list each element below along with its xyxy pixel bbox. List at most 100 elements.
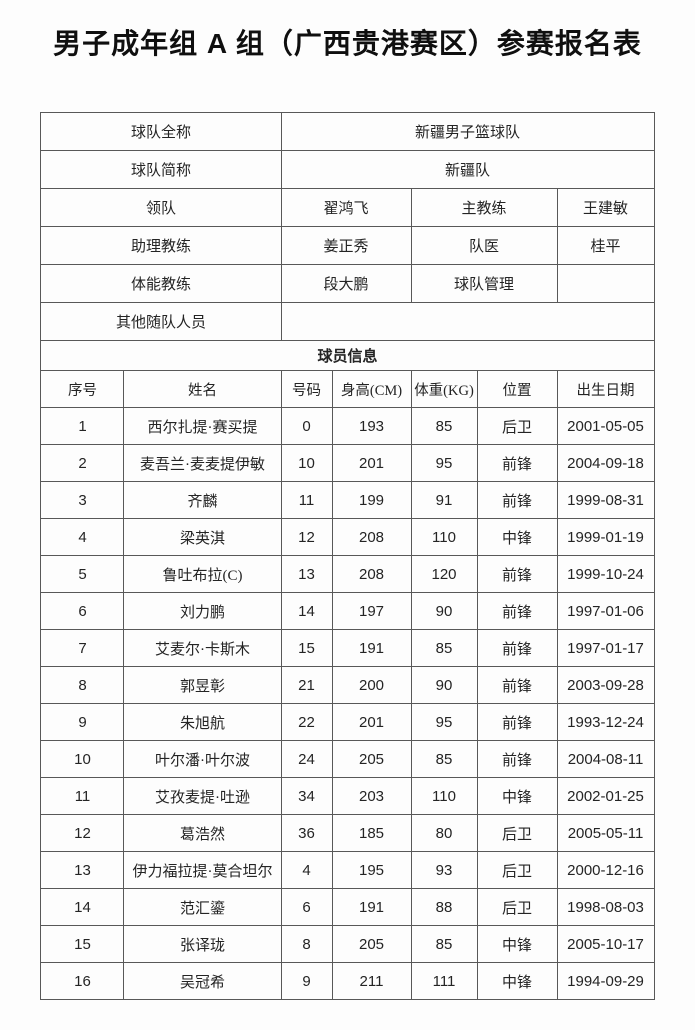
table-cell: 10 [40, 740, 125, 778]
section-title: 球员信息 [40, 340, 655, 371]
table-cell: 34 [280, 777, 333, 815]
table-cell: 191 [331, 629, 412, 667]
table-cell: 12 [40, 814, 125, 852]
info-value-cell: 新疆队 [280, 150, 655, 189]
table-cell: 22 [280, 703, 333, 741]
table-cell: 111 [410, 962, 478, 1000]
info-value-cell: 段大鹏 [280, 264, 412, 303]
table-cell: 85 [410, 925, 478, 963]
table-cell: 85 [410, 740, 478, 778]
table-cell: 郭昱彰 [123, 666, 282, 704]
table-cell: 2002-01-25 [556, 777, 655, 815]
table-cell: 193 [331, 407, 412, 445]
table-cell: 1998-08-03 [556, 888, 655, 926]
table-cell: 齐麟 [123, 481, 282, 519]
table-cell: 朱旭航 [123, 703, 282, 741]
table-cell: 14 [40, 888, 125, 926]
table-row: 16 吴冠希 9 211 111 中锋 1994-09-29 [40, 962, 655, 1000]
table-cell: 中锋 [476, 518, 558, 556]
table-cell: 7 [40, 629, 125, 667]
table-cell: 93 [410, 851, 478, 889]
table-cell: 6 [280, 888, 333, 926]
table-row: 3 齐麟 11 199 91 前锋 1999-08-31 [40, 481, 655, 519]
info-label-cell: 其他随队人员 [40, 302, 282, 341]
table-cell: 2005-10-17 [556, 925, 655, 963]
table-cell: 120 [410, 555, 478, 593]
column-header: 出生日期 [556, 370, 655, 408]
table-cell: 梁英淇 [123, 518, 282, 556]
table-row: 15 张译珑 8 205 85 中锋 2005-10-17 [40, 925, 655, 963]
table-cell: 前锋 [476, 592, 558, 630]
info-value-cell: 桂平 [556, 226, 655, 265]
table-cell: 吴冠希 [123, 962, 282, 1000]
table-row: 13 伊力福拉提·莫合坦尔 4 195 93 后卫 2000-12-16 [40, 851, 655, 889]
table-cell: 4 [280, 851, 333, 889]
table-cell: 11 [40, 777, 125, 815]
table-cell: 2000-12-16 [556, 851, 655, 889]
table-cell: 1999-08-31 [556, 481, 655, 519]
table-cell: 88 [410, 888, 478, 926]
table-row: 8 郭昱彰 21 200 90 前锋 2003-09-28 [40, 666, 655, 704]
table-cell: 199 [331, 481, 412, 519]
info-label-cell: 球队简称 [40, 150, 282, 189]
table-cell: 2001-05-05 [556, 407, 655, 445]
table-row: 14 范汇鎏 6 191 88 后卫 1998-08-03 [40, 888, 655, 926]
table-cell: 1 [40, 407, 125, 445]
table-cell: 205 [331, 740, 412, 778]
table-cell: 1997-01-17 [556, 629, 655, 667]
table-cell: 范汇鎏 [123, 888, 282, 926]
table-cell: 208 [331, 555, 412, 593]
table-cell: 2005-05-11 [556, 814, 655, 852]
table-cell: 195 [331, 851, 412, 889]
table-cell: 16 [40, 962, 125, 1000]
table-row: 6 刘力鹏 14 197 90 前锋 1997-01-06 [40, 592, 655, 630]
table-cell: 前锋 [476, 629, 558, 667]
info-value-cell: 姜正秀 [280, 226, 412, 265]
table-cell: 14 [280, 592, 333, 630]
table-cell: 12 [280, 518, 333, 556]
table-cell: 前锋 [476, 444, 558, 482]
table-row: 7 艾麦尔·卡斯木 15 191 85 前锋 1997-01-17 [40, 629, 655, 667]
table-cell: 8 [280, 925, 333, 963]
table-cell: 葛浩然 [123, 814, 282, 852]
table-cell: 85 [410, 629, 478, 667]
info-row-team-full-name: 球队全称 新疆男子篮球队 [40, 112, 655, 151]
table-cell: 4 [40, 518, 125, 556]
table-cell: 前锋 [476, 555, 558, 593]
column-header: 姓名 [123, 370, 282, 408]
table-cell: 91 [410, 481, 478, 519]
table-cell: 鲁吐布拉(C) [123, 555, 282, 593]
info-value-cell [556, 264, 655, 303]
table-cell: 110 [410, 518, 478, 556]
info-row-other-staff: 其他随队人员 [40, 302, 655, 341]
table-cell: 麦吾兰·麦麦提伊敏 [123, 444, 282, 482]
table-cell: 8 [40, 666, 125, 704]
info-label-cell: 领队 [40, 188, 282, 227]
table-cell: 95 [410, 444, 478, 482]
info-label-cell: 球队管理 [410, 264, 558, 303]
table-cell: 1993-12-24 [556, 703, 655, 741]
table-cell: 前锋 [476, 666, 558, 704]
info-row-fitness-manager: 体能教练 段大鹏 球队管理 [40, 264, 655, 303]
table-cell: 10 [280, 444, 333, 482]
table-cell: 张译珑 [123, 925, 282, 963]
info-row-assistant-doctor: 助理教练 姜正秀 队医 桂平 [40, 226, 655, 265]
info-value-cell: 王建敏 [556, 188, 655, 227]
table-cell: 5 [40, 555, 125, 593]
table-cell: 110 [410, 777, 478, 815]
info-label-cell: 助理教练 [40, 226, 282, 265]
info-value-cell: 翟鸿飞 [280, 188, 412, 227]
section-row: 球员信息 [40, 340, 655, 371]
table-cell: 前锋 [476, 703, 558, 741]
table-cell: 1994-09-29 [556, 962, 655, 1000]
column-header: 号码 [280, 370, 333, 408]
table-row: 4 梁英淇 12 208 110 中锋 1999-01-19 [40, 518, 655, 556]
table-cell: 201 [331, 444, 412, 482]
table-cell: 伊力福拉提·莫合坦尔 [123, 851, 282, 889]
table-cell: 后卫 [476, 407, 558, 445]
table-cell: 197 [331, 592, 412, 630]
column-header: 体重(KG) [410, 370, 478, 408]
table-row: 11 艾孜麦提·吐逊 34 203 110 中锋 2002-01-25 [40, 777, 655, 815]
table-cell: 艾麦尔·卡斯木 [123, 629, 282, 667]
table-cell: 2004-08-11 [556, 740, 655, 778]
